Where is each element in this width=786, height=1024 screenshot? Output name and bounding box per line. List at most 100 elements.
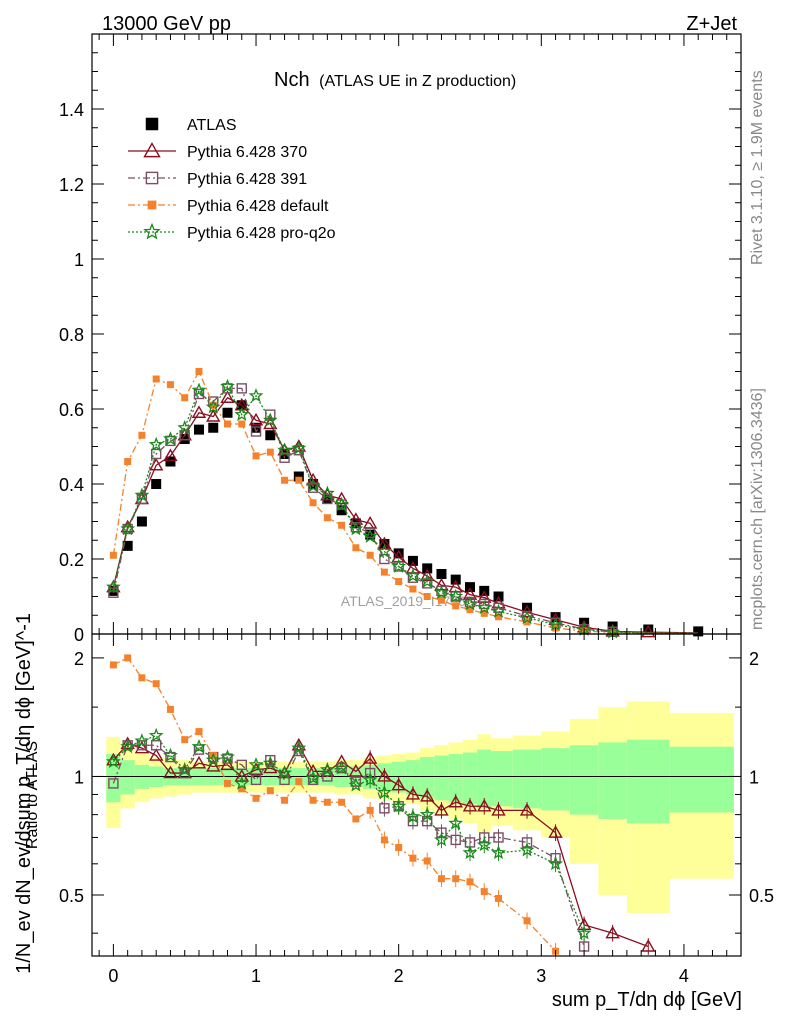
data-point — [466, 606, 474, 614]
ratio-point — [109, 661, 117, 669]
legend-entry: Pythia 6.428 370 — [128, 142, 307, 161]
x-tick-label: 0 — [108, 966, 118, 986]
data-point — [248, 388, 264, 403]
data-point — [305, 478, 321, 493]
data-point — [334, 496, 349, 511]
ratio-point — [124, 654, 132, 662]
x-tick-label: 2 — [394, 966, 404, 986]
ratio-point — [166, 705, 174, 713]
ratio-point — [419, 788, 435, 802]
data-point — [191, 405, 207, 418]
data-point — [495, 613, 503, 621]
data-point — [165, 456, 176, 467]
series-4 — [106, 378, 699, 639]
ratio-point — [181, 736, 189, 744]
ratio-point — [350, 776, 362, 787]
ratio-point — [352, 815, 360, 823]
ratio-point — [338, 798, 346, 806]
data-point — [319, 485, 335, 500]
data-point — [236, 383, 247, 394]
data-point — [191, 382, 207, 397]
ratio-point — [134, 740, 150, 754]
ratio-point — [134, 733, 150, 748]
data-point — [162, 431, 178, 446]
data-point — [409, 585, 417, 593]
process-label: Z+Jet — [686, 13, 737, 35]
ratio-point — [307, 774, 319, 786]
data-point — [120, 521, 136, 536]
ratio-point — [434, 832, 449, 847]
ratio-point — [377, 784, 392, 799]
data-point — [362, 528, 378, 543]
ratio-point — [423, 857, 431, 865]
ratio-point — [195, 728, 203, 736]
data-point — [419, 568, 435, 582]
data-point — [437, 596, 445, 604]
ratio-point — [148, 748, 164, 761]
data-point — [291, 440, 307, 455]
data-point — [365, 529, 376, 540]
ratio-point — [163, 747, 178, 762]
data-point — [136, 516, 147, 527]
data-point — [238, 420, 246, 428]
legend-marker — [143, 142, 161, 158]
data-point — [124, 458, 132, 465]
data-point — [348, 521, 364, 536]
stat-uncertainty-band — [491, 751, 513, 807]
energy-label: 13000 GeV pp — [102, 13, 231, 35]
data-point — [165, 435, 176, 447]
ratio-point — [605, 925, 620, 939]
mcplots-label: mcplots.cern.ch [arXiv:1306.3436] — [749, 388, 766, 630]
data-point — [108, 587, 119, 598]
main-y-axis-label: 1/N_ev dN_ev/dsum p_T/dη dϕ [GeV]^-1 — [13, 613, 35, 974]
y-tick-label: 1 — [74, 250, 84, 270]
stat-uncertainty-band — [669, 746, 734, 813]
data-point — [220, 390, 235, 403]
ratio-uncertainty-bands — [106, 701, 734, 914]
data-point — [419, 573, 435, 588]
data-point — [208, 422, 219, 433]
data-point — [295, 476, 303, 484]
y-tick-label: 1.2 — [59, 175, 84, 195]
legend-label: Pythia 6.428 default — [187, 198, 329, 215]
ratio-point — [452, 875, 460, 883]
ratio-point — [291, 737, 307, 751]
data-point — [405, 568, 421, 583]
x-tick-label: 3 — [536, 966, 546, 986]
y-tick-label: 1.4 — [59, 100, 84, 120]
ratio-point — [120, 736, 135, 750]
stat-uncertainty-band — [448, 754, 463, 803]
stat-uncertainty-band — [477, 749, 492, 809]
ratio-point — [120, 738, 136, 754]
ratio-point — [277, 765, 293, 780]
data-point — [436, 569, 447, 579]
ratio-point — [206, 759, 221, 772]
data-point — [523, 618, 531, 626]
y-tick-label: 0 — [74, 625, 84, 645]
x-tick-label: 1 — [251, 966, 261, 986]
data-point — [322, 493, 333, 505]
ratio-point — [493, 832, 504, 843]
ratio-point — [576, 925, 592, 940]
data-point — [377, 543, 392, 558]
data-point — [163, 448, 178, 462]
ratio-point — [362, 772, 378, 787]
data-point — [491, 595, 506, 609]
ratio-point — [220, 749, 235, 764]
ratio-point — [434, 802, 449, 816]
series-line — [112, 396, 699, 634]
legend-entry: ATLAS — [145, 117, 237, 134]
data-point — [279, 449, 290, 459]
legend-marker — [145, 117, 159, 131]
data-point — [476, 600, 492, 615]
ratio-point — [334, 760, 349, 775]
ratio-point — [106, 753, 121, 769]
data-point — [181, 394, 189, 402]
ratio-point — [152, 680, 160, 688]
data-point — [407, 555, 418, 566]
data-point — [493, 602, 504, 613]
ratio-point — [165, 751, 176, 763]
y-tick-label: 0.2 — [59, 550, 84, 570]
data-point — [323, 514, 331, 522]
data-point — [234, 406, 250, 421]
